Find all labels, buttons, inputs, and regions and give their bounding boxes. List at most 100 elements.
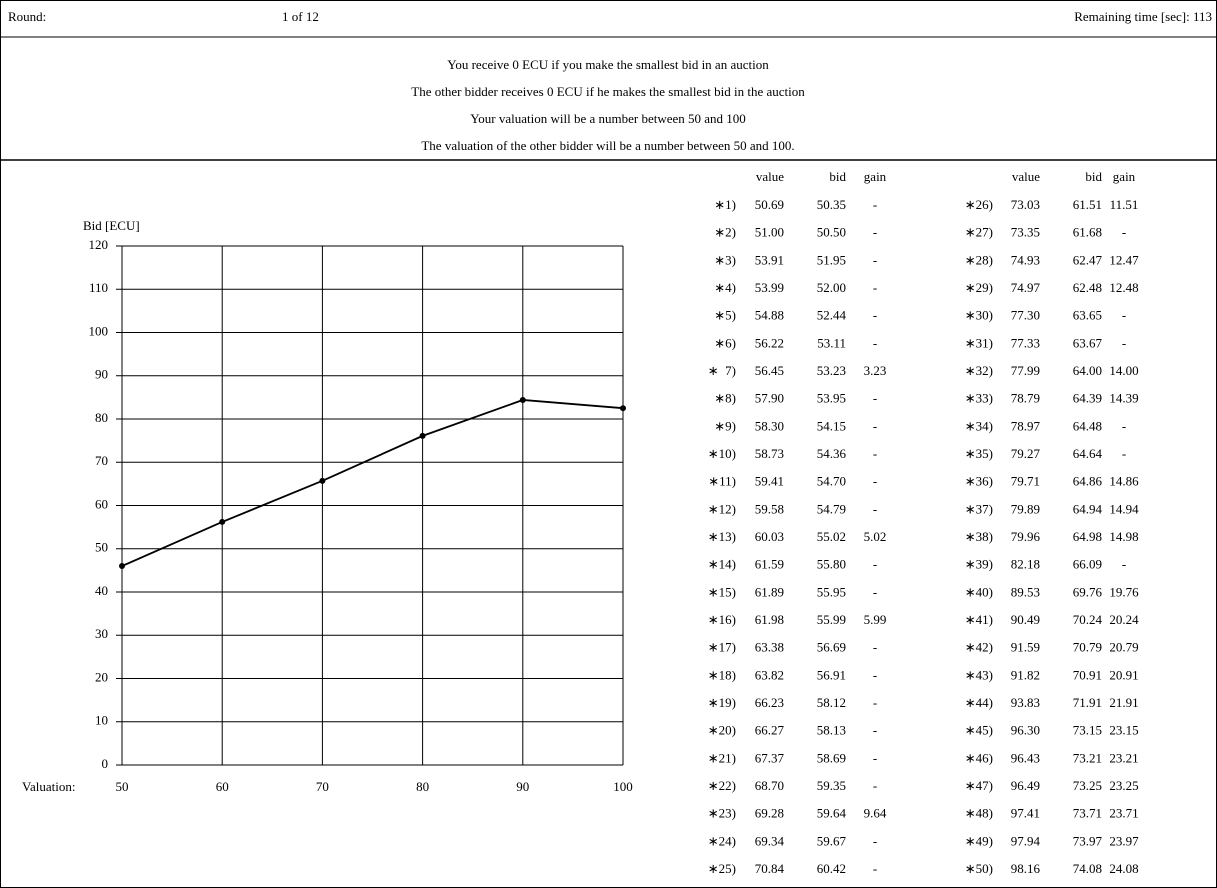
gain-cell: - — [873, 778, 877, 793]
bid-cell: 58.69 — [817, 750, 846, 765]
bid-cell: 70.79 — [1073, 640, 1102, 655]
bid-cell: 51.95 — [817, 252, 846, 267]
bid-cell: 55.02 — [817, 529, 846, 544]
row-label: ∗28) — [965, 252, 993, 267]
gain-cell: - — [873, 446, 877, 461]
bid-cell: 70.91 — [1073, 667, 1102, 682]
remaining-time: Remaining time [sec]: 113 — [1074, 9, 1212, 24]
bid-cell: 61.68 — [1073, 225, 1102, 240]
y-tick-label: 90 — [95, 367, 108, 382]
column-header: gain — [864, 169, 887, 184]
value-cell: 66.27 — [755, 723, 785, 738]
gain-cell: 23.97 — [1109, 833, 1139, 848]
value-cell: 96.30 — [1011, 723, 1040, 738]
value-cell: 91.59 — [1011, 640, 1040, 655]
gain-cell: 9.64 — [864, 806, 887, 821]
bid-cell: 50.50 — [817, 225, 846, 240]
gain-cell: - — [1122, 446, 1126, 461]
bid-cell: 64.39 — [1073, 391, 1102, 406]
y-tick-label: 120 — [89, 237, 109, 252]
value-cell: 63.82 — [755, 667, 784, 682]
row-label: ∗9) — [714, 418, 736, 433]
bid-cell: 56.69 — [817, 640, 846, 655]
gain-cell: - — [873, 308, 877, 323]
bid-cell: 61.51 — [1073, 197, 1102, 212]
row-label: ∗2) — [714, 225, 736, 240]
bid-cell: 56.91 — [817, 667, 846, 682]
y-tick-label: 30 — [95, 626, 108, 641]
value-cell: 61.59 — [755, 557, 784, 572]
gain-cell: 14.86 — [1109, 474, 1139, 489]
bid-cell: 62.47 — [1073, 252, 1103, 267]
row-label: ∗14) — [708, 557, 736, 572]
gain-cell: 23.15 — [1109, 723, 1138, 738]
value-cell: 73.35 — [1011, 225, 1040, 240]
value-cell: 56.45 — [755, 363, 784, 378]
value-cell: 59.41 — [755, 474, 784, 489]
row-label: ∗11) — [708, 474, 736, 489]
gain-cell: 19.76 — [1109, 584, 1139, 599]
value-cell: 96.43 — [1011, 750, 1040, 765]
value-cell: 78.79 — [1011, 391, 1040, 406]
bid-cell: 73.71 — [1073, 806, 1102, 821]
row-label: ∗20) — [708, 723, 736, 738]
row-label: ∗37) — [965, 501, 993, 516]
row-label: ∗22) — [708, 778, 736, 793]
gain-cell: 5.99 — [864, 612, 887, 627]
bid-cell: 60.42 — [817, 861, 846, 876]
row-label: ∗50) — [965, 861, 993, 876]
gain-cell: - — [1122, 418, 1126, 433]
value-cell: 89.53 — [1011, 584, 1040, 599]
instruction: The other bidder receives 0 ECU if he ma… — [411, 84, 805, 99]
gain-cell: - — [873, 723, 877, 738]
row-label: ∗6) — [714, 335, 736, 350]
row-label: ∗16) — [708, 612, 736, 627]
gain-cell: 14.98 — [1109, 529, 1138, 544]
value-cell: 63.38 — [755, 640, 784, 655]
x-tick-label: 80 — [416, 779, 429, 794]
row-label: ∗47) — [965, 778, 993, 793]
gain-cell: 5.02 — [864, 529, 887, 544]
value-cell: 73.03 — [1011, 197, 1040, 212]
value-cell: 58.30 — [755, 418, 784, 433]
value-cell: 82.18 — [1011, 557, 1040, 572]
value-cell: 61.89 — [755, 584, 784, 599]
row-label: ∗35) — [965, 446, 993, 461]
row-label: ∗36) — [965, 474, 993, 489]
gain-cell: 23.25 — [1109, 778, 1138, 793]
y-tick-label: 20 — [95, 669, 108, 684]
y-tick-label: 80 — [95, 410, 108, 425]
row-label: ∗10) — [708, 446, 736, 461]
bid-cell: 53.95 — [817, 391, 846, 406]
gain-cell: 12.47 — [1109, 252, 1139, 267]
instruction: You receive 0 ECU if you make the smalle… — [447, 57, 769, 72]
column-header: value — [1012, 169, 1040, 184]
row-label: ∗4) — [714, 280, 736, 295]
bid-cell: 69.76 — [1073, 584, 1103, 599]
gain-cell: - — [873, 695, 877, 710]
bid-cell: 73.97 — [1073, 833, 1103, 848]
bid-cell: 54.79 — [817, 501, 846, 516]
gain-cell: - — [873, 861, 877, 876]
bid-cell: 55.80 — [817, 557, 846, 572]
gain-cell: - — [873, 225, 877, 240]
x-tick-label: 50 — [116, 779, 129, 794]
bid-cell: 59.35 — [817, 778, 846, 793]
row-label: ∗43) — [965, 667, 993, 682]
row-label: ∗44) — [965, 695, 993, 710]
value-cell: 53.91 — [755, 252, 784, 267]
bid-cell: 58.13 — [817, 723, 846, 738]
bid-cell: 64.64 — [1073, 446, 1103, 461]
y-tick-label: 110 — [89, 280, 108, 295]
gain-cell: 21.91 — [1109, 695, 1138, 710]
value-cell: 79.27 — [1011, 446, 1041, 461]
x-tick-label: 90 — [516, 779, 529, 794]
row-label: ∗46) — [965, 750, 993, 765]
column-header: bid — [829, 169, 846, 184]
bid-cell: 64.94 — [1073, 501, 1103, 516]
row-label: ∗19) — [708, 695, 736, 710]
gain-cell: - — [873, 391, 877, 406]
y-axis-label: Bid [ECU] — [83, 218, 140, 233]
x-tick-label: 70 — [316, 779, 329, 794]
